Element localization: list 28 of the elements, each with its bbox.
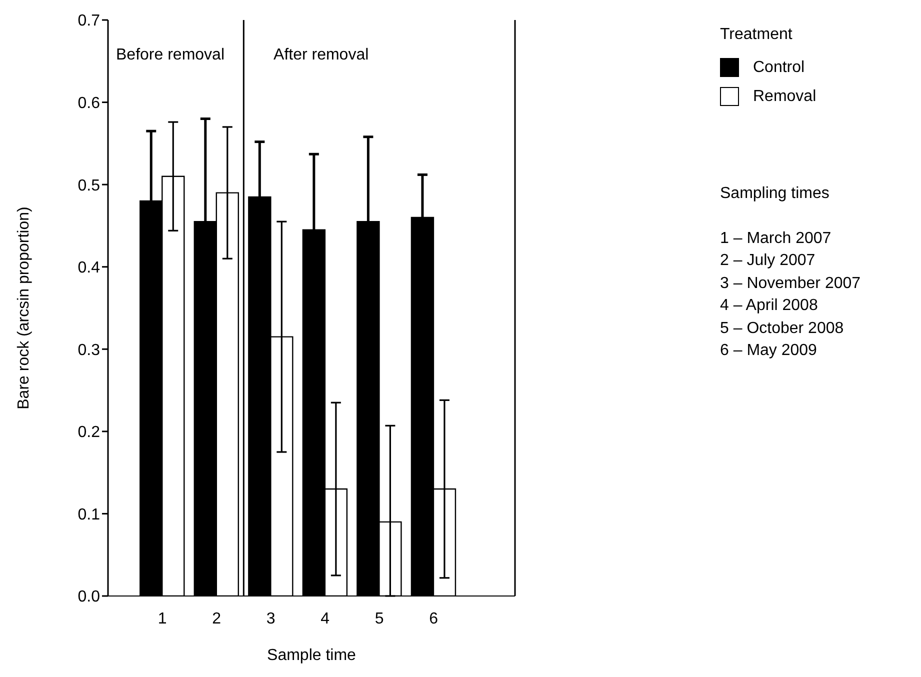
- annotation: Before removal: [116, 46, 224, 64]
- annotation: After removal: [274, 46, 369, 64]
- x-tick-label: 5: [374, 610, 384, 628]
- x-tick-label: 3: [266, 610, 276, 628]
- text: 4 – April 2008: [720, 296, 819, 316]
- text: 6 – May 2009: [720, 341, 818, 361]
- y-tick-label: 0.2: [78, 424, 100, 442]
- y-tick-label: 0.7: [78, 12, 100, 30]
- x-tick-label: 4: [320, 610, 330, 628]
- legend-title: Treatment: [720, 26, 794, 44]
- y-tick-label: 0.6: [78, 94, 100, 112]
- y-axis-title: Bare rock (arcsin proportion): [16, 206, 33, 410]
- legend-label: Removal: [753, 88, 816, 106]
- x-tick-label: 6: [429, 610, 438, 628]
- x-tick-label: 2: [212, 610, 222, 628]
- text: 2 – July 2007: [720, 251, 816, 271]
- y-tick-label: 0.0: [78, 588, 100, 606]
- y-tick-label: 0.4: [78, 260, 100, 277]
- y-tick-label: 0.3: [78, 342, 100, 359]
- x-tick-label: 1: [158, 610, 167, 628]
- legend-label: Control: [753, 58, 805, 76]
- text: 3 – November 2007: [720, 274, 861, 294]
- x-axis-title: Sample time: [267, 647, 356, 664]
- y-tick-label: 0.1: [78, 506, 100, 524]
- text: 5 – October 2008: [720, 318, 845, 338]
- text: Sampling times: [720, 184, 830, 204]
- y-tick-label: 0.5: [78, 177, 100, 194]
- text: 1 – March 2007: [720, 228, 832, 248]
